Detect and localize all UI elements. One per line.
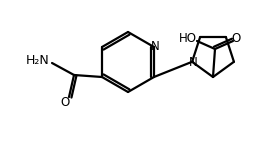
Text: HO: HO <box>179 33 197 45</box>
Text: H₂N: H₂N <box>26 54 50 68</box>
Text: N: N <box>189 56 198 69</box>
Text: N: N <box>151 39 159 52</box>
Text: O: O <box>60 96 70 108</box>
Text: O: O <box>231 32 241 45</box>
